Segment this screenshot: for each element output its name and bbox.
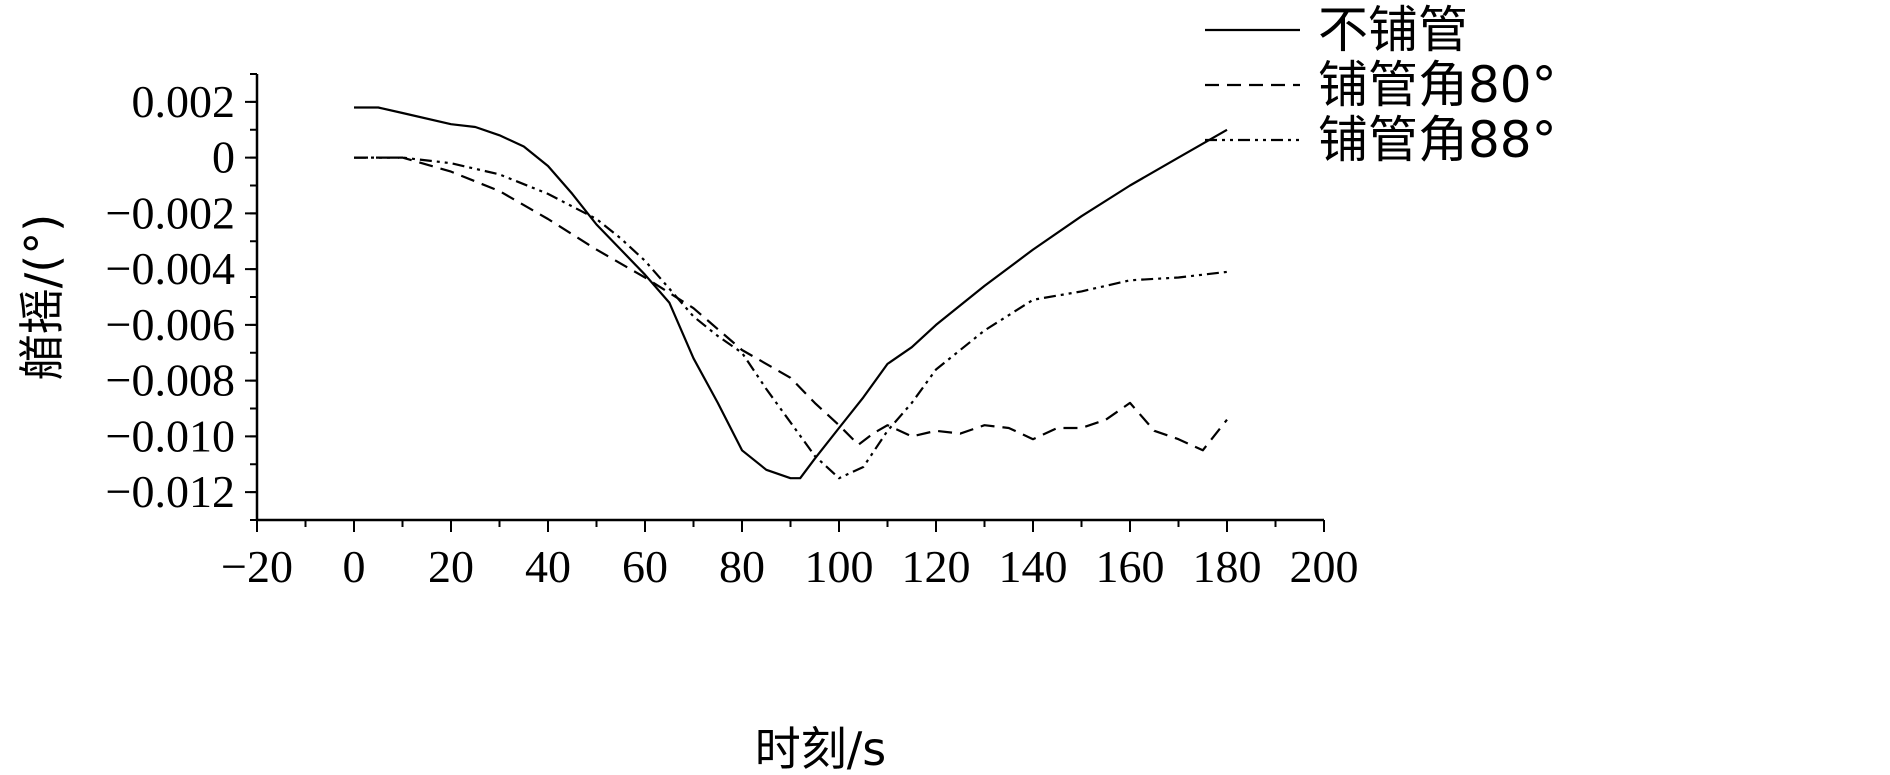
x-tick-label: 20 <box>428 541 474 592</box>
x-tick-label: 140 <box>999 541 1068 592</box>
legend-label-3: 铺管角88° <box>1318 111 1557 169</box>
x-tick-label: 180 <box>1193 541 1262 592</box>
series-line-1 <box>354 106 1228 480</box>
series-lines <box>354 106 1228 480</box>
y-tick-label: −0.006 <box>106 299 235 350</box>
series-line-3 <box>354 156 1228 480</box>
x-tick-label: −20 <box>221 541 293 592</box>
y-tick-label: 0.002 <box>132 76 236 127</box>
y-tick-label: −0.008 <box>106 355 235 406</box>
x-tick-label: 0 <box>343 541 366 592</box>
x-tick-label: 40 <box>525 541 571 592</box>
x-tick-label: 200 <box>1290 541 1359 592</box>
y-tick-label: −0.004 <box>106 243 235 294</box>
x-tick-label: 80 <box>719 541 765 592</box>
axes: −20 0 20 40 60 80 100 120 140 160 180 2000.0020−0.0… <box>106 73 1359 592</box>
y-axis-title: 艏摇/(°) <box>15 214 69 380</box>
x-tick-label: 160 <box>1096 541 1165 592</box>
y-tick-label: 0 <box>212 132 235 183</box>
y-tick-label: −0.012 <box>106 466 235 517</box>
y-tick-label: −0.002 <box>106 187 235 238</box>
x-tick-label: 60 <box>622 541 668 592</box>
x-tick-label: 100 <box>805 541 874 592</box>
y-tick-label: −0.010 <box>106 410 235 461</box>
legend-label-1: 不铺管 <box>1318 1 1468 59</box>
series-line-2 <box>354 156 1228 452</box>
x-tick-label: 120 <box>902 541 971 592</box>
legend-label-2: 铺管角80° <box>1318 56 1557 114</box>
x-axis-title: 时刻/s <box>755 722 886 775</box>
